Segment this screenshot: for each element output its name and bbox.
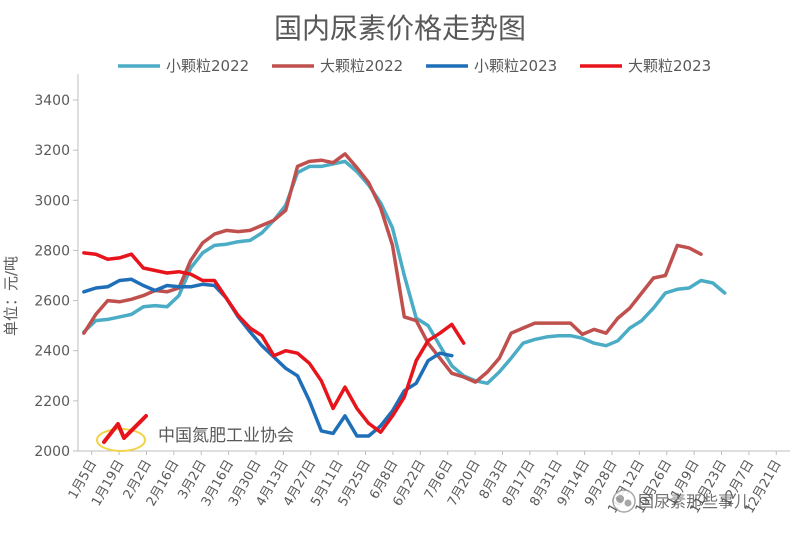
- series-line: [82, 251, 466, 434]
- y-tick-label: 3400: [34, 93, 70, 109]
- wechat-icon-dot: [624, 499, 632, 507]
- y-tick-label: 2000: [34, 444, 70, 460]
- series-line: [82, 277, 454, 438]
- y-tick-labels: 2000 2200 2400 2600 2800 3000 3200 3400: [34, 93, 78, 460]
- y-tick-label: 2200: [34, 394, 70, 410]
- legend-label: 小颗粒2023: [474, 57, 557, 75]
- y-tick-label: 3000: [34, 193, 70, 209]
- legend-label: 大颗粒2023: [628, 57, 711, 75]
- axes: [77, 74, 790, 452]
- org-name: 中国氮肥工业协会: [158, 426, 294, 446]
- series-line: [82, 152, 703, 384]
- legend-label: 大颗粒2022: [320, 57, 403, 75]
- legend-label: 小颗粒2022: [166, 57, 249, 75]
- wechat-icon-dot: [616, 495, 624, 503]
- org-watermark: 中国氮肥工业协会: [96, 414, 294, 452]
- org-logo-icon: [102, 414, 148, 444]
- y-tick-label: 2400: [34, 344, 70, 360]
- y-tick-label: 3200: [34, 143, 70, 159]
- wechat-watermark: 国尿素那些事儿: [612, 489, 750, 513]
- y-tick-label: 2800: [34, 243, 70, 259]
- chart-title: 国内尿素价格走势图: [274, 12, 526, 45]
- y-axis-label: 单位：元/吨: [2, 256, 20, 336]
- y-tick-label: 2600: [34, 294, 70, 310]
- series-line: [82, 159, 727, 386]
- legend: 小颗粒2022 大颗粒2022 小颗粒2023 大颗粒2023: [118, 57, 711, 75]
- wechat-icon: [612, 489, 636, 513]
- wechat-account-name: 国尿素那些事儿: [638, 492, 750, 511]
- series-lines: [82, 152, 727, 438]
